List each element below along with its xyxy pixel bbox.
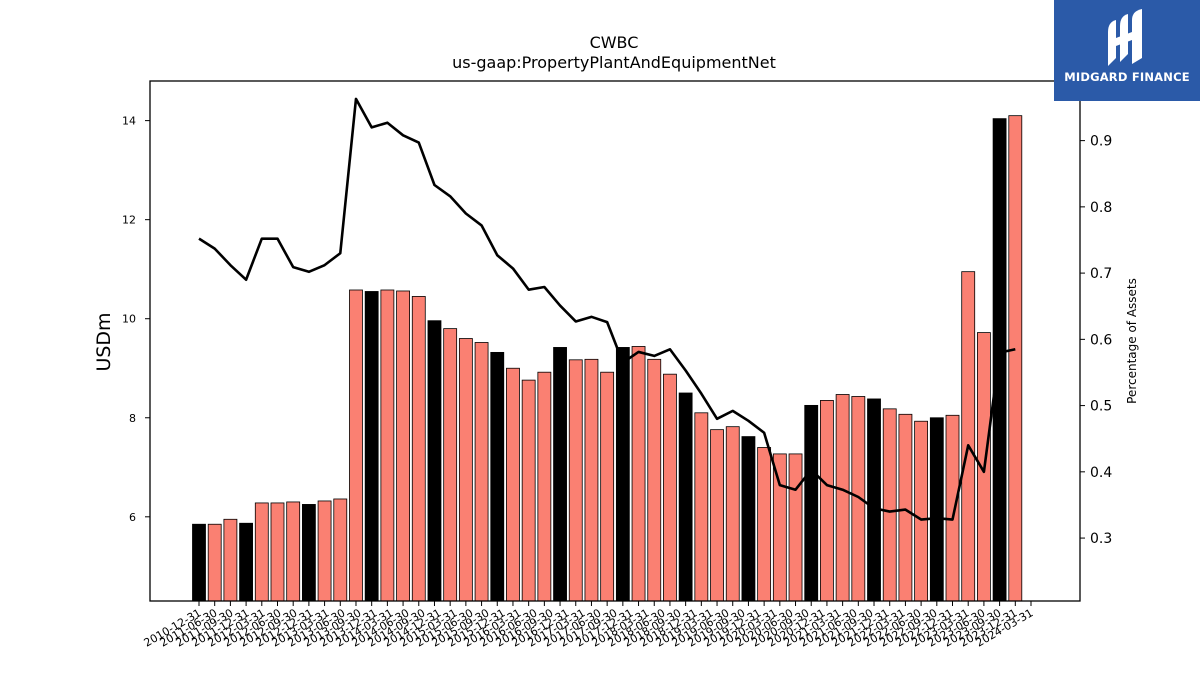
bar (521, 379, 536, 602)
bar (380, 289, 395, 602)
bar (553, 347, 567, 602)
bar (1008, 115, 1023, 602)
bar (741, 436, 756, 602)
bar (506, 367, 520, 602)
line-series (198, 97, 1016, 521)
bar (615, 347, 630, 602)
y-axis-ticks: 6 8 10 12 14 (122, 115, 150, 524)
y2-tick-label: 0.3 (1090, 531, 1112, 547)
chart-title: CWBC (590, 33, 639, 52)
y2-tick-label: 0.8 (1090, 200, 1112, 216)
y-axis-label: USDm (93, 312, 115, 371)
bar (929, 417, 944, 602)
y2-tick-label: 0.9 (1090, 134, 1112, 150)
y-tick-label: 10 (122, 313, 136, 326)
bar (710, 429, 724, 602)
bar (223, 518, 238, 602)
bar (239, 522, 253, 602)
bar (804, 404, 819, 602)
y2-tick-label: 0.6 (1090, 332, 1112, 348)
y-tick-label: 12 (122, 214, 136, 227)
bar-series (192, 115, 1023, 602)
bar (286, 501, 301, 602)
bar (427, 320, 442, 602)
bar (301, 504, 316, 602)
bar (443, 328, 458, 602)
bar (678, 392, 693, 602)
bar (725, 426, 740, 602)
y-tick-label: 6 (129, 511, 136, 524)
bar (584, 358, 599, 602)
bar (867, 398, 881, 602)
midgard-finance-logo: MIDGARD FINANCE (1054, 0, 1200, 101)
bar (961, 271, 976, 602)
bar (192, 523, 206, 602)
bar (396, 290, 410, 602)
bar (568, 359, 583, 602)
midgard-logo-icon (1108, 9, 1142, 66)
bar (835, 394, 850, 602)
bar (270, 502, 285, 602)
bar (333, 498, 348, 602)
bar (490, 351, 505, 602)
bar (945, 414, 960, 602)
bar (914, 420, 929, 602)
y2-tick-label: 0.5 (1090, 399, 1112, 415)
bar (757, 447, 772, 602)
y2-axis-label: Percentage of Assets (1125, 278, 1139, 404)
logo-text: MIDGARD FINANCE (1064, 70, 1190, 84)
y-tick-label: 8 (129, 412, 136, 425)
plot-frame (149, 80, 1081, 602)
line-series-path (198, 97, 1016, 521)
bar (317, 500, 332, 602)
bar (458, 338, 473, 602)
bar (474, 342, 489, 602)
bar (600, 371, 615, 602)
bar (631, 346, 646, 602)
bar (364, 291, 379, 602)
y2-tick-label: 0.4 (1090, 465, 1112, 481)
bar (788, 453, 803, 602)
chart-subtitle: us-gaap:PropertyPlantAndEquipmentNet (452, 53, 776, 72)
bar (882, 408, 897, 602)
bar (694, 412, 709, 602)
bar (411, 296, 426, 602)
bar (647, 358, 662, 602)
bar (898, 413, 913, 602)
y2-tick-label: 0.7 (1090, 266, 1112, 282)
y2-axis-ticks: 0.3 0.4 0.5 0.6 0.7 0.8 0.9 (1080, 134, 1112, 547)
bar (254, 502, 269, 602)
bar (663, 373, 677, 602)
bar (207, 523, 222, 602)
y-tick-label: 14 (122, 115, 136, 128)
bar (772, 453, 787, 602)
x-axis-ticks: 2010-12-312011-06-302011-09-302011-12-31… (142, 601, 1036, 650)
bar (349, 289, 363, 602)
bar (537, 371, 552, 602)
bar (820, 400, 834, 602)
